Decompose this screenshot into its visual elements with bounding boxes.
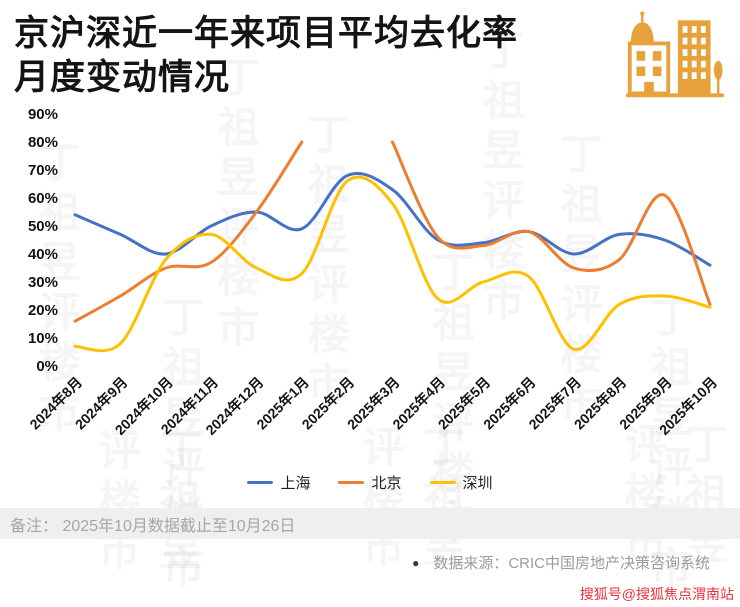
page-title-line1: 京沪深近一年来项目平均去化率 [14,14,519,53]
note-text: 备注： 2025年10月数据截止至10月26日 [10,517,296,535]
y-axis-label: 30% [28,274,58,291]
legend-item: 北京 [338,472,402,493]
y-axis-label: 40% [28,246,58,263]
line-chart-canvas: 0%10%20%30%40%50%60%70%80%90%2024年8月2024… [26,106,720,438]
source-text: 数据来源：CRIC中国房地产决策咨询系统 [433,555,710,573]
source-row: ● 数据来源：CRIC中国房地产决策咨询系统 [0,552,740,573]
legend-label: 深圳 [462,474,493,492]
page-title: 京沪深近一年来项目平均去化率 月度变动情况 [14,12,724,100]
series-line-北京 [391,140,712,307]
legend-marker-icon [247,480,274,484]
legend-item: 上海 [247,472,310,493]
line-chart: 0% 10% 20% 30% 40% 50% 60% 70% 80% 90% 2024年8月 2024… [0,100,740,468]
y-axis-label: 50% [28,218,58,235]
y-axis-label: 60% [28,190,58,207]
legend-label: 北京 [371,474,402,492]
legend-label: 上海 [280,474,311,492]
y-axis-label: 10% [28,330,58,347]
series-line-上海 [73,172,712,267]
credit-text: 搜狐号@搜狐焦点渭南站 [579,586,734,602]
y-axis-label: 20% [28,302,58,319]
series-line-深圳 [73,175,712,353]
y-axis-label: 70% [28,162,58,179]
y-axis-label: 90% [28,106,58,123]
note-bar: 备注： 2025年10月数据截止至10月26日 [0,508,740,540]
legend-marker-icon [338,480,365,484]
chart-legend: 上海 北京 深圳 [0,470,740,494]
bullet-icon: ● [412,555,420,570]
legend-marker-icon [429,480,456,484]
series-line-北京 [73,140,304,323]
buildings-icon [624,8,724,100]
legend-item: 深圳 [429,472,493,493]
header: 京沪深近一年来项目平均去化率 月度变动情况 [0,0,740,100]
y-axis-label: 80% [28,134,58,151]
page-title-line2: 月度变动情况 [14,58,231,98]
y-axis-label: 0% [36,358,58,375]
